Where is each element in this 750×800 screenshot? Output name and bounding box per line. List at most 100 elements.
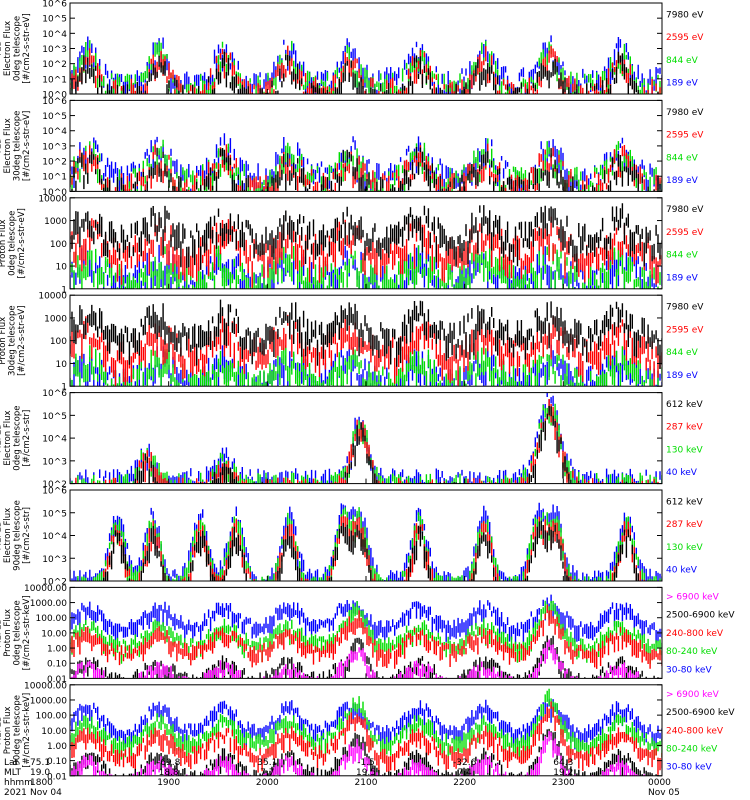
y-tick-label: 10000: [38, 292, 67, 302]
y-tick-label: 10^1: [42, 75, 67, 85]
legend-entry: 189 eV: [666, 371, 699, 381]
y-tick-label: 10000.00: [24, 681, 67, 691]
x-tick-label: 2300: [552, 778, 575, 788]
panel-1: 10^0 10^1 10^2 10^3 10^4 10^5 10^6 TED Electron …: [0, 0, 704, 101]
y-tick-label: 10^5: [42, 509, 67, 519]
panel-4: 1 10 100 1000 10000 Proton Flux 30deg telescop…: [0, 292, 704, 393]
y-axis-label-line: 0deg telescope: [13, 600, 23, 665]
x-tick-label: Nov 05: [648, 788, 680, 798]
legend-entry: 844 eV: [666, 348, 699, 358]
panel-data: [70, 133, 662, 192]
panel-7: 0.010.101.0010.00100.001000.0010000.00ME…: [0, 584, 735, 685]
y-tick-label: 1.00: [47, 742, 67, 752]
y-tick-label: 10^4: [42, 30, 67, 40]
legend-entry: 130 keV: [666, 445, 703, 455]
y-axis-label-line: Proton Flux: [3, 706, 13, 754]
y-axis-label-line: 0deg telescope: [13, 16, 23, 81]
y-axis-label-line: [#/cm2-s-str-keV]: [22, 595, 32, 670]
legend-entry: 189 eV: [666, 176, 699, 186]
y-axis-label-line: 30deg telescope: [13, 111, 23, 182]
y-tick-label: 10: [56, 360, 68, 370]
x-row-label-hhmm: hhmm: [4, 778, 33, 788]
legend-entry: 2595 eV: [666, 131, 704, 141]
series-30-80-kev: [70, 594, 662, 645]
y-axis-label-line: [#/cm2-s-str-eV]: [22, 13, 32, 83]
x-row-label-lat: Lat: [4, 758, 19, 768]
x-tick-label: 0000: [648, 778, 671, 788]
legend-entry: 287 keV: [666, 423, 703, 433]
y-axis-label-line: TED: [0, 39, 4, 58]
series-7980-ev: [70, 51, 662, 94]
legend-entry: 40 keV: [666, 468, 698, 478]
x-tick-label: 75.1: [30, 758, 50, 768]
y-axis-label-line: Electron Flux: [3, 118, 13, 173]
y-axis-label: MEPED Proton Flux 0deg telescope [#/cm2-s-s…: [0, 595, 32, 670]
y-axis-label-line: [#/cm2-s-str-eV]: [17, 306, 27, 376]
x-tick-label: 2000: [256, 778, 279, 788]
legend-entry: 240-800 keV: [666, 726, 724, 736]
x-tick-label: 1900: [157, 778, 180, 788]
legend-entry: 40 keV: [666, 566, 698, 576]
series--6900-kev: [71, 731, 645, 776]
y-tick-label: 10.00: [41, 727, 67, 737]
panel-2: 10^0 10^1 10^2 10^3 10^4 10^5 10^6 TED Electron …: [0, 97, 704, 198]
y-axis-label: MEPED Electron Flux 90deg telescope [#/cm2-…: [0, 500, 32, 571]
x-row-label-2021: 2021: [4, 788, 27, 798]
y-axis-label-line: MEPED: [0, 618, 4, 648]
y-axis-label-line: MEPED: [0, 520, 4, 550]
y-tick-label: 10^3: [42, 45, 67, 55]
y-tick-label: 0.01: [47, 772, 67, 782]
legend-entry: 844 eV: [666, 153, 699, 163]
panel-3: 1 10 100 1000 10000 Proton Flux 0deg telescope…: [0, 194, 704, 295]
y-axis-label: Proton Flux 30deg telescope [#/cm2-s-str-e…: [0, 305, 27, 376]
y-axis-label-line: MEPED: [0, 715, 4, 745]
legend-entry: 844 eV: [666, 56, 699, 66]
legend-entry: > 6900 keV: [666, 690, 720, 700]
x-tick-label: -32.6: [453, 758, 477, 768]
panel-5: 10^2 10^3 10^4 10^5 10^6 MEPED Electron Flux 0d…: [0, 389, 703, 490]
y-tick-label: 10000.00: [24, 584, 67, 594]
y-tick-label: 1: [61, 285, 67, 295]
y-tick-label: 10^5: [42, 112, 67, 122]
legend-entry: 189 eV: [666, 273, 699, 283]
series-7980-ev: [70, 203, 662, 273]
y-tick-label: 0.01: [47, 675, 67, 685]
panel-data: [70, 502, 662, 581]
legend-entry: 844 eV: [666, 251, 699, 261]
y-tick-label: 100: [50, 337, 67, 347]
y-tick-label: 10^6: [42, 0, 67, 10]
legend-entry: 612 keV: [666, 400, 703, 410]
y-axis-label-line: 0deg telescope: [13, 405, 23, 470]
y-tick-label: 10^2: [42, 158, 67, 168]
y-tick-label: 10^2: [42, 578, 67, 588]
legend-entry: 30-80 keV: [666, 665, 712, 675]
y-tick-label: 100: [50, 240, 67, 250]
y-tick-label: 10^6: [42, 97, 67, 107]
y-axis-label-line: TED: [0, 137, 4, 156]
y-axis-label: MEPED Proton Flux 90deg telescope [#/cm2-s-…: [0, 693, 32, 768]
legend-entry: 2595 eV: [666, 325, 704, 335]
panel-data: [70, 392, 662, 484]
x-tick-label: 19.0: [30, 768, 50, 778]
y-tick-label: 10^3: [42, 142, 67, 152]
y-axis-label-line: Proton Flux: [0, 219, 8, 267]
y-tick-label: 10.00: [41, 629, 67, 639]
legend-entry: 189 eV: [666, 79, 699, 89]
y-tick-label: 10^3: [42, 555, 67, 565]
y-axis-label-line: [#/cm2-s-str]: [22, 410, 32, 467]
legend-entry: 7980 eV: [666, 303, 704, 313]
y-axis-label-line: Proton Flux: [3, 609, 13, 657]
y-tick-label: 1.00: [47, 645, 67, 655]
y-axis-label-line: Electron Flux: [3, 21, 13, 76]
legend-entry: 287 keV: [666, 520, 703, 530]
series-7980-ev: [70, 147, 662, 192]
y-axis-label-line: Electron Flux: [3, 410, 13, 465]
legend-entry: 240-800 keV: [666, 629, 724, 639]
legend-entry: 7980 eV: [666, 10, 704, 20]
y-tick-label: 10^5: [42, 412, 67, 422]
legend-entry: 130 keV: [666, 543, 703, 553]
y-tick-label: 10^6: [42, 487, 67, 497]
y-tick-label: 10^2: [42, 480, 67, 490]
